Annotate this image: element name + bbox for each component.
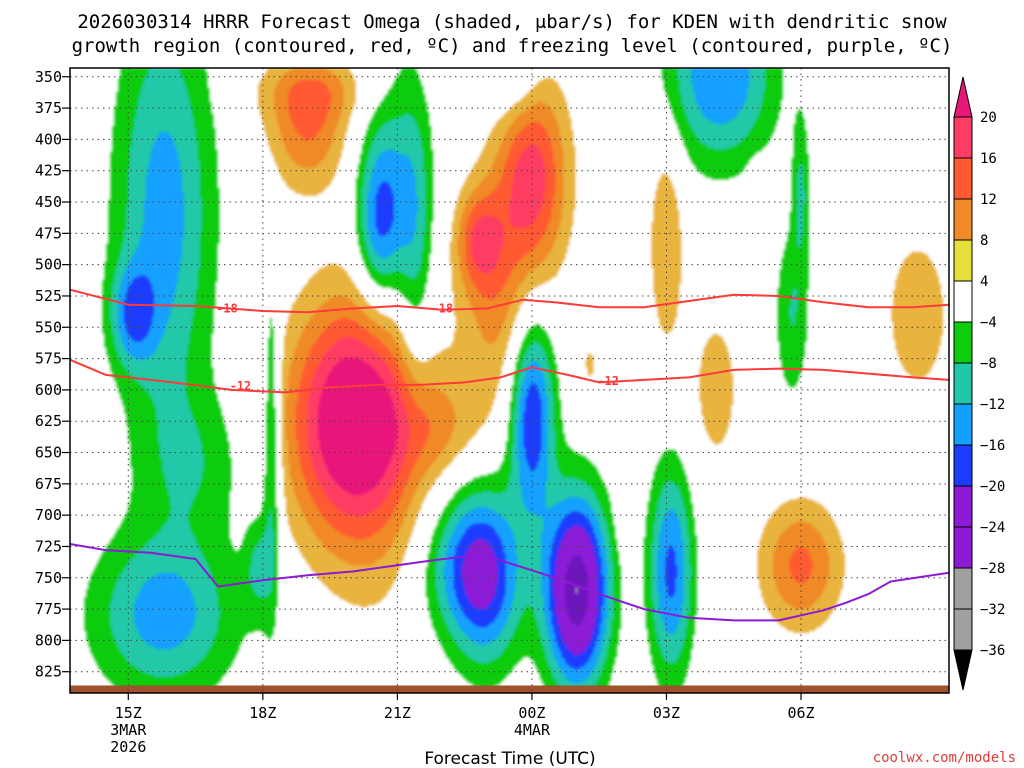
colorbar-label: −12 (980, 397, 1005, 413)
colorbar: 20 16 12 8 4 −4 −8 −12 −16 −20 −24 −28 −32 −36 (953, 76, 1005, 691)
y-tick-label: 425 (35, 162, 62, 180)
x-tick-label: 03Z (653, 704, 680, 722)
y-tick-label: 375 (35, 99, 62, 117)
colorbar-label: 8 (980, 233, 988, 249)
gridlines (70, 68, 949, 693)
x-tick-date: 3MAR (110, 721, 147, 739)
colorbar-segment (953, 444, 973, 487)
colorbar-segment (953, 608, 973, 651)
dgz-minus-12-label: -12 (597, 374, 619, 388)
y-tick-label: 525 (35, 287, 62, 305)
colorbar-label: −28 (980, 561, 1005, 577)
colorbar-segment (953, 198, 973, 241)
colorbar-segment (953, 239, 973, 282)
x-axis-title: Forecast Time (UTC) (424, 749, 595, 768)
contour-lines: -18 -18 -12 -12 (70, 288, 949, 622)
y-axis-ticks: 350 375 400 425 450 475 500 525 550 575 600 625 650 6… (35, 68, 70, 681)
x-tick-date: 4MAR (514, 721, 551, 739)
x-tick-label: 21Z (384, 704, 411, 722)
y-tick-label: 350 (35, 68, 62, 86)
x-tick-label: 15Z (115, 704, 142, 722)
y-tick-label: 750 (35, 569, 62, 587)
colorbar-bottom-arrow (953, 649, 973, 691)
dgz-minus-12-label: -12 (230, 379, 252, 393)
ground-layer (70, 685, 949, 693)
colorbar-label: 20 (980, 110, 997, 126)
colorbar-label: −24 (980, 520, 1005, 536)
colorbar-segment (953, 567, 973, 610)
y-tick-label: 600 (35, 381, 62, 399)
colorbar-segment (953, 116, 973, 159)
colorbar-segment (953, 526, 973, 569)
x-tick-label: 00Z (518, 704, 545, 722)
colorbar-segment (953, 280, 973, 323)
colorbar-label: −32 (980, 602, 1005, 618)
y-tick-label: 800 (35, 631, 62, 649)
chart-title-line-1: 2026030314 HRRR Forecast Omega (shaded, … (77, 11, 947, 33)
dgz-minus-18-line (70, 288, 949, 314)
ground-surface (70, 685, 949, 693)
colorbar-top-arrow (953, 76, 973, 118)
colorbar-segment (953, 157, 973, 200)
y-tick-label: 575 (35, 350, 62, 368)
colorbar-segment (953, 403, 973, 446)
x-tick-label: 18Z (249, 704, 276, 722)
dgz-minus-12-line (70, 358, 949, 394)
y-tick-label: 625 (35, 412, 62, 430)
colorbar-segment (953, 362, 973, 405)
colorbar-label: −4 (980, 315, 997, 331)
y-tick-label: 450 (35, 193, 62, 211)
y-tick-label: 650 (35, 444, 62, 462)
y-tick-label: 550 (35, 318, 62, 336)
y-tick-label: 775 (35, 600, 62, 618)
colorbar-label: −8 (980, 356, 997, 372)
plot-frame (69, 67, 950, 694)
plot-area: -18 -18 -12 -12 350 375 400 425 450 475 500 525 550… (35, 67, 950, 756)
dgz-minus-18-label: -18 (431, 301, 453, 315)
x-tick-year: 2026 (110, 738, 146, 756)
x-tick-label: 06Z (787, 704, 814, 722)
colorbar-label: −36 (980, 643, 1005, 659)
freezing-level-line (70, 543, 949, 622)
colorbar-label: −20 (980, 479, 1005, 495)
colorbar-segment (953, 321, 973, 364)
y-tick-label: 675 (35, 475, 62, 493)
omega-shaded-field (70, 68, 949, 693)
y-tick-label: 700 (35, 506, 62, 524)
colorbar-label: 16 (980, 151, 997, 167)
colorbar-label: 4 (980, 274, 988, 290)
chart-title-line-2: growth region (contoured, red, ºC) and f… (72, 35, 953, 57)
colorbar-segment (953, 485, 973, 528)
y-tick-label: 500 (35, 256, 62, 274)
dgz-minus-18-label: -18 (216, 301, 238, 315)
y-tick-label: 475 (35, 224, 62, 242)
y-tick-label: 725 (35, 537, 62, 555)
y-tick-label: 400 (35, 130, 62, 148)
colorbar-label: −16 (980, 438, 1005, 454)
y-tick-label: 825 (35, 663, 62, 681)
credit-text: coolwx.com/models (873, 750, 1016, 766)
colorbar-label: 12 (980, 192, 997, 208)
